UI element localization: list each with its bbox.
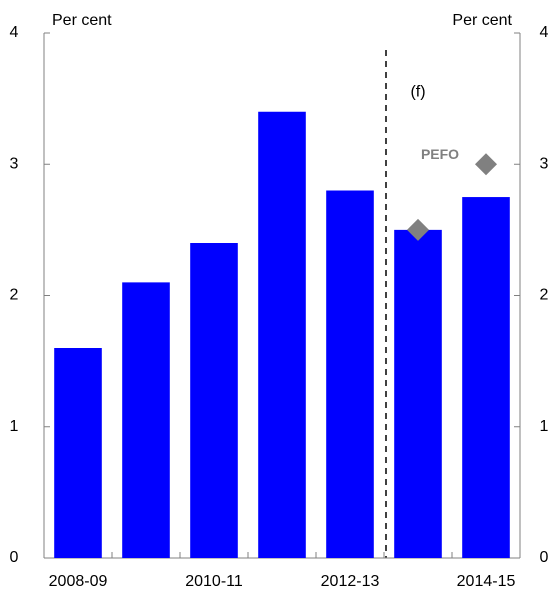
y-axis-label: Per cent — [52, 12, 112, 29]
bar — [462, 197, 510, 558]
bar — [394, 229, 442, 558]
y2-tick-label: 0 — [540, 549, 549, 566]
y2-tick-label: 3 — [540, 155, 549, 172]
pefo-marker — [475, 153, 497, 176]
bar — [326, 190, 374, 558]
y2-tick-label: 4 — [540, 24, 549, 41]
bar — [258, 111, 306, 558]
y-tick-label: 3 — [10, 155, 19, 172]
pefo-marker — [407, 218, 429, 241]
y-tick-label: 2 — [10, 287, 19, 304]
bar — [122, 282, 170, 558]
forecast-annotation: (f) — [410, 83, 425, 100]
y2-axis-label: Per cent — [452, 12, 512, 29]
x-tick-label: 2014-15 — [457, 573, 516, 590]
bar — [54, 348, 102, 558]
bar — [190, 243, 238, 558]
y2-tick-label: 1 — [540, 418, 549, 435]
x-tick-label: 2008-09 — [49, 573, 108, 590]
pefo-label: PEFO — [421, 146, 459, 162]
y2-tick-label: 2 — [540, 287, 549, 304]
x-tick-label: 2010-11 — [185, 573, 243, 590]
y-tick-label: 1 — [10, 418, 19, 435]
x-tick-label: 2012-13 — [321, 573, 380, 590]
y-tick-label: 0 — [10, 549, 19, 566]
y-tick-label: 4 — [10, 24, 19, 41]
